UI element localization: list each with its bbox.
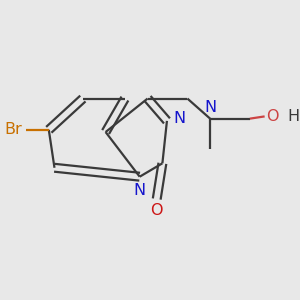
Text: N: N bbox=[173, 111, 185, 126]
Text: O: O bbox=[266, 109, 279, 124]
Text: N: N bbox=[134, 183, 146, 198]
Text: O: O bbox=[151, 203, 163, 218]
Text: H: H bbox=[287, 109, 300, 124]
Text: N: N bbox=[204, 100, 216, 115]
Text: Br: Br bbox=[5, 122, 22, 137]
